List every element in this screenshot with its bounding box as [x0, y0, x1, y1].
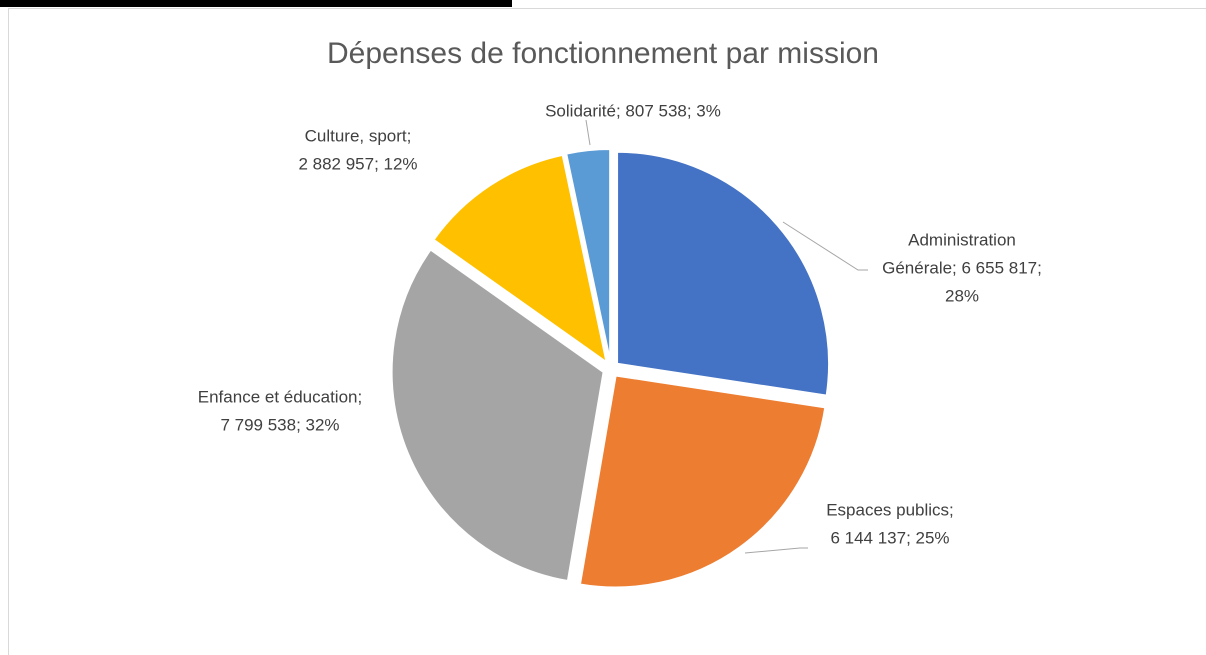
leader-line	[585, 119, 591, 146]
header-bar	[0, 0, 512, 7]
data-label: 6 144 137; 25%	[830, 528, 949, 547]
chart-border	[8, 8, 1206, 655]
data-label: Générale; 6 655 817;	[882, 258, 1042, 277]
pie-slice	[390, 248, 605, 583]
data-label: 2 882 957; 12%	[298, 154, 417, 173]
leader-line	[782, 221, 868, 271]
pie-slice	[616, 150, 831, 397]
pie-slice	[565, 148, 612, 362]
data-label: Espaces publics;	[826, 500, 954, 519]
data-label: 7 799 538; 32%	[220, 415, 339, 434]
pie-slice	[432, 153, 609, 365]
data-label: Administration	[908, 230, 1016, 249]
data-label: 28%	[945, 286, 979, 305]
leader-lines	[585, 119, 868, 554]
data-label: Enfance et éducation;	[198, 387, 362, 406]
data-label: Solidarité; 807 538; 3%	[545, 101, 721, 120]
pie-slice	[578, 374, 827, 589]
data-label: Culture, sport;	[305, 126, 412, 145]
leader-line	[744, 547, 808, 554]
chart-title: Dépenses de fonctionnement par mission	[327, 37, 879, 70]
